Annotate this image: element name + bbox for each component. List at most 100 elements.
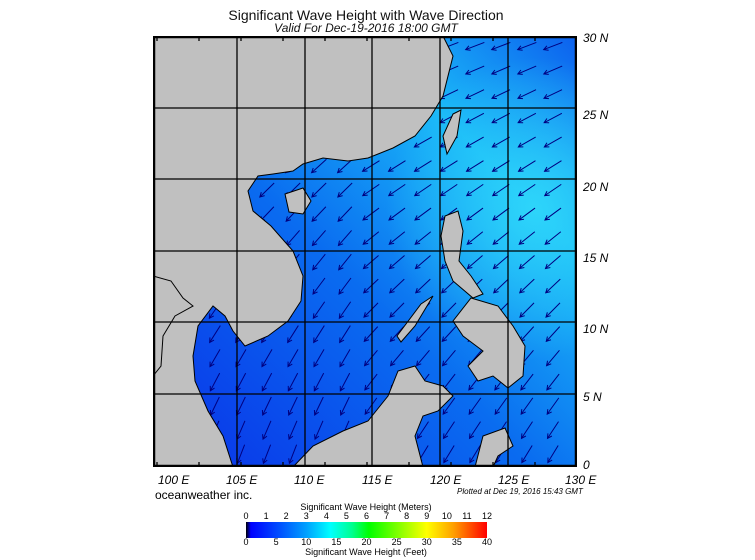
colorbar-title-feet: Significant Wave Height (Feet) <box>305 547 427 557</box>
lon-label: 100 E <box>158 473 190 487</box>
colorbar-tick: 1 <box>263 511 269 521</box>
wave-direction-arrow <box>287 349 299 368</box>
wave-direction-arrow <box>414 255 431 270</box>
wave-direction-arrow <box>209 349 221 368</box>
colorbar-tick: 6 <box>363 511 370 521</box>
land-taiwan <box>442 109 462 156</box>
wave-direction-arrow <box>413 183 432 197</box>
wave-direction-arrow <box>313 349 325 368</box>
wave-direction-arrow <box>545 302 561 318</box>
wave-direction-arrow <box>311 182 327 198</box>
wave-direction-arrow <box>545 326 561 343</box>
colorbar-tick: 12 <box>481 511 493 521</box>
wave-direction-arrow <box>311 230 326 247</box>
wave-direction-arrow <box>490 65 511 75</box>
colorbar-tick: 10 <box>301 537 312 547</box>
wave-direction-arrow <box>442 421 455 440</box>
wave-direction-arrow <box>339 349 351 368</box>
wave-direction-arrow <box>442 397 456 415</box>
map-title: Significant Wave Height with Wave Direct… <box>228 7 504 23</box>
wave-direction-arrow <box>518 231 536 245</box>
wave-direction-arrow <box>262 420 272 441</box>
wave-direction-arrow <box>259 182 275 198</box>
wave-direction-arrow <box>491 183 510 197</box>
wave-direction-arrow <box>339 396 350 416</box>
wave-direction-arrow <box>469 445 481 464</box>
wave-direction-arrow <box>313 325 325 344</box>
wave-direction-arrow <box>338 277 352 295</box>
lon-label: 120 E <box>430 473 462 487</box>
wave-direction-arrow <box>517 136 536 148</box>
wave-direction-arrow <box>361 160 380 172</box>
wave-direction-arrow <box>414 207 432 221</box>
lon-label: 130 E <box>565 473 597 487</box>
wave-direction-arrow <box>414 278 431 294</box>
lat-label: 25 N <box>583 108 609 122</box>
land-borneo <box>292 365 454 467</box>
colorbar-tick: 0 <box>243 511 249 521</box>
wave-direction-arrow <box>364 373 378 391</box>
colorbar-tick: 4 <box>323 511 329 521</box>
wave-direction-arrow <box>464 41 485 51</box>
colorbar-title-meters: Significant Wave Height (Meters) <box>300 502 432 512</box>
lon-label: 125 E <box>498 473 530 487</box>
colorbar-tick: 7 <box>384 511 390 521</box>
colorbar <box>246 522 487 538</box>
wave-direction-arrow <box>261 372 273 392</box>
lon-label: 110 E <box>294 473 325 487</box>
wave-direction-arrow <box>519 302 535 318</box>
wave-direction-arrow <box>389 326 405 343</box>
wave-direction-arrow <box>516 41 537 51</box>
wave-direction-arrow <box>465 183 484 197</box>
wave-direction-arrow <box>337 230 352 247</box>
land-palawan <box>396 295 434 343</box>
wave-direction-arrow <box>313 372 325 392</box>
wave-direction-arrow <box>542 41 563 51</box>
wave-direction-arrow <box>338 253 352 271</box>
wave-direction-arrow <box>492 255 509 270</box>
lat-label: 0 <box>583 458 590 472</box>
colorbar-tick: 30 <box>421 537 432 547</box>
lat-label: 15 N <box>583 251 609 265</box>
colorbar-tick: 40 <box>481 537 493 547</box>
wave-direction-arrow <box>415 350 430 367</box>
wave-direction-arrow <box>518 278 535 294</box>
wave-direction-arrow <box>311 206 327 223</box>
wave-direction-arrow <box>209 372 221 392</box>
wave-direction-arrow <box>339 372 351 392</box>
wave-direction-arrow <box>520 421 533 440</box>
colorbar-tick: 3 <box>303 511 309 521</box>
wave-direction-arrow <box>415 326 431 343</box>
wave-direction-arrow <box>361 183 380 197</box>
wave-direction-arrow <box>363 302 379 318</box>
wave-direction-arrow <box>364 397 378 415</box>
wave-direction-arrow <box>262 444 272 465</box>
wave-direction-arrow <box>466 231 484 245</box>
wave-direction-arrow <box>465 136 484 148</box>
wave-direction-arrow <box>517 112 537 124</box>
wave-direction-arrow <box>287 325 299 344</box>
lat-label: 30 N <box>583 31 609 45</box>
land-luzon <box>440 210 484 299</box>
wave-direction-arrow <box>312 277 326 295</box>
wave-direction-arrow <box>363 350 378 367</box>
wave-direction-arrow <box>388 255 405 270</box>
wave-direction-arrow <box>543 89 563 100</box>
brand-label: oceanweather inc. <box>155 488 253 502</box>
wave-direction-arrow <box>288 444 298 465</box>
wave-direction-arrow <box>542 65 563 75</box>
wave-direction-arrow <box>491 89 511 100</box>
wave-direction-arrow <box>517 89 537 100</box>
wave-direction-arrow <box>441 302 457 318</box>
colorbar-tick: 2 <box>283 511 289 521</box>
wave-direction-arrow <box>439 183 458 197</box>
wave-direction-arrow <box>466 255 483 270</box>
colorbar-tick: 5 <box>273 537 279 547</box>
wave-direction-arrow <box>312 253 326 271</box>
wave-direction-arrow <box>491 160 510 172</box>
colorbar-tick: 9 <box>424 511 430 521</box>
wave-direction-arrow <box>516 65 537 75</box>
wave-direction-arrow <box>387 183 406 197</box>
wave-direction-arrow <box>494 397 508 415</box>
wave-direction-arrow <box>287 372 299 392</box>
